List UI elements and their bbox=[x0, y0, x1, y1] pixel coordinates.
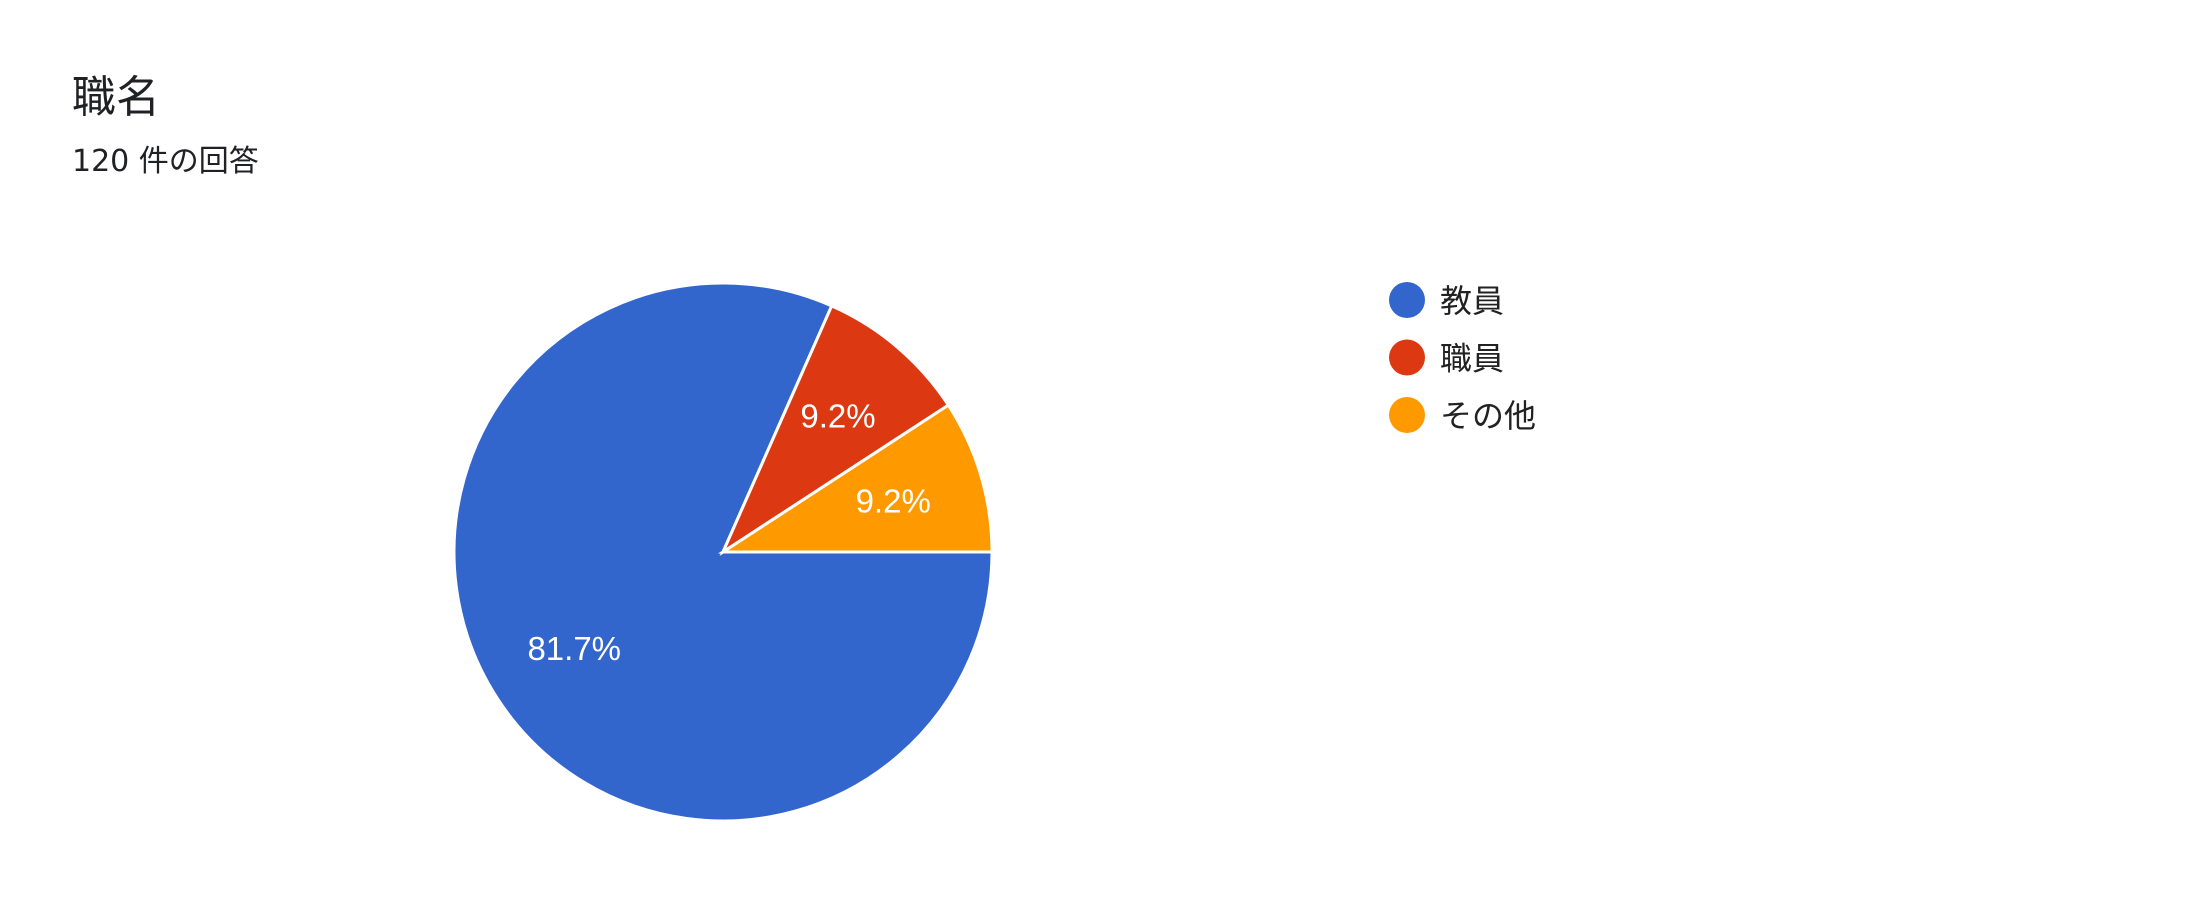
slice-label-1: 9.2% bbox=[800, 398, 875, 435]
slice-label-2: 9.2% bbox=[856, 482, 931, 519]
pie-slice-2[interactable] bbox=[717, 403, 994, 554]
legend-label-0[interactable]: 教員 bbox=[1440, 282, 1504, 320]
pie-slice-1[interactable] bbox=[719, 303, 951, 557]
legend-marker-1 bbox=[1389, 339, 1425, 376]
legend-marker-0 bbox=[1389, 282, 1425, 318]
legend-label-2[interactable]: その他 bbox=[1440, 397, 1536, 435]
legend-label-1[interactable]: 職員 bbox=[1440, 340, 1504, 378]
slice-label-0: 81.7% bbox=[527, 630, 621, 667]
legend-marker-2 bbox=[1389, 397, 1425, 433]
chart-title: 職名 bbox=[72, 72, 160, 123]
response-count: 120 件の回答 bbox=[72, 144, 259, 179]
